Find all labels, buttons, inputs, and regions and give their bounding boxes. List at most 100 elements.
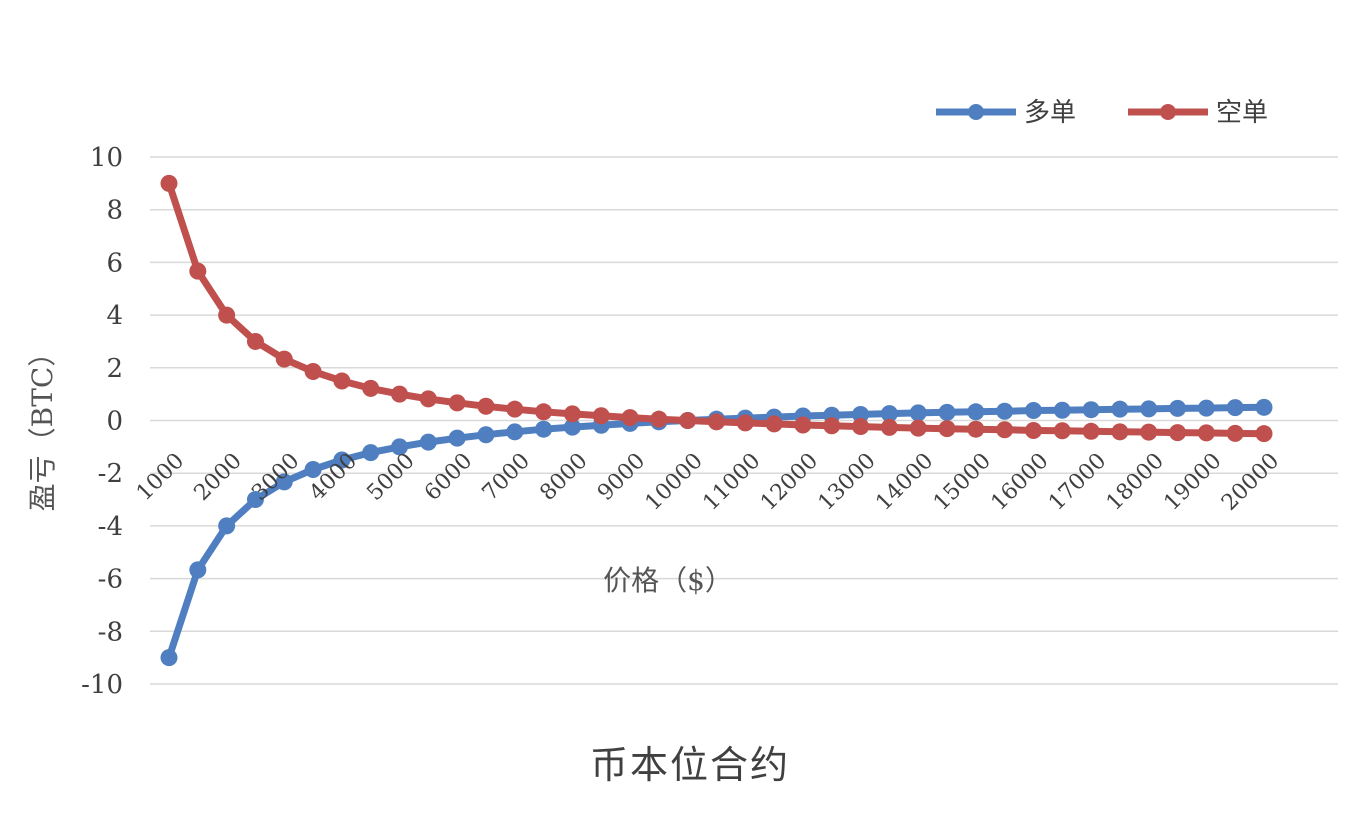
data-point bbox=[391, 438, 409, 456]
data-point bbox=[448, 429, 466, 447]
data-point bbox=[1082, 422, 1100, 440]
data-point bbox=[246, 491, 264, 509]
y-tick-label: -4 bbox=[98, 512, 123, 542]
x-tick-label: 16000 bbox=[987, 449, 1054, 516]
data-point bbox=[448, 394, 466, 412]
data-point bbox=[880, 418, 898, 436]
data-point bbox=[218, 306, 236, 324]
data-point bbox=[275, 350, 293, 368]
data-point bbox=[563, 405, 581, 423]
data-point bbox=[1255, 398, 1273, 416]
data-point bbox=[506, 400, 524, 418]
data-point bbox=[794, 416, 812, 434]
data-point bbox=[967, 420, 985, 438]
data-point bbox=[535, 403, 553, 421]
x-tick-label: 19000 bbox=[1159, 449, 1226, 516]
data-point bbox=[535, 420, 553, 438]
data-point bbox=[189, 561, 207, 579]
chart-title: 币本位合约 bbox=[590, 743, 790, 787]
x-tick-label: 8000 bbox=[535, 449, 592, 506]
y-tick-label: -6 bbox=[98, 565, 123, 595]
data-point bbox=[621, 409, 639, 427]
data-point bbox=[1082, 401, 1100, 419]
data-point bbox=[909, 419, 927, 437]
data-point bbox=[708, 413, 725, 431]
series-line bbox=[165, 403, 1268, 662]
legend-item-short: 空单 bbox=[1128, 98, 1268, 128]
data-point bbox=[967, 403, 985, 421]
data-point bbox=[1053, 422, 1071, 440]
x-tick-label: 6000 bbox=[420, 449, 477, 506]
data-point bbox=[736, 414, 754, 432]
data-point bbox=[1197, 424, 1215, 442]
data-point bbox=[362, 444, 380, 462]
data-point bbox=[246, 332, 264, 350]
y-tick-label: 0 bbox=[106, 407, 123, 437]
data-point bbox=[1140, 423, 1158, 441]
x-tick-label: 2000 bbox=[190, 449, 247, 506]
x-tick-label: 7000 bbox=[478, 449, 535, 506]
y-axis-ticks: -10 -8 -6 -4 -2 0 2 4 6 8 10 bbox=[81, 143, 123, 700]
data-point bbox=[563, 418, 581, 436]
y-tick-label: -10 bbox=[81, 670, 123, 700]
y-tick-label: 10 bbox=[90, 143, 123, 173]
x-tick-label: 11000 bbox=[698, 449, 765, 516]
data-point bbox=[189, 262, 207, 280]
data-point bbox=[1024, 422, 1042, 440]
data-point bbox=[1255, 425, 1273, 443]
y-tick-label: 4 bbox=[106, 301, 123, 331]
series-line bbox=[165, 179, 1268, 438]
data-point bbox=[592, 407, 610, 425]
data-point bbox=[218, 517, 236, 535]
x-axis-ticks: 1000 2000 3000 4000 5000 6000 7000 8000 90001000… bbox=[132, 449, 1284, 516]
legend: 多单 空单 bbox=[936, 98, 1268, 128]
data-point bbox=[1169, 399, 1187, 417]
legend-marker-long bbox=[968, 104, 984, 120]
data-point bbox=[477, 426, 495, 444]
y-tick-label: -8 bbox=[98, 617, 123, 647]
y-tick-label: 8 bbox=[106, 196, 123, 226]
data-point bbox=[419, 390, 437, 408]
data-point bbox=[1169, 424, 1187, 442]
data-point bbox=[880, 405, 898, 423]
data-point bbox=[1024, 401, 1042, 419]
data-point bbox=[852, 405, 870, 423]
data-point bbox=[506, 423, 524, 441]
data-point bbox=[275, 473, 293, 491]
data-point bbox=[304, 461, 322, 479]
x-tick-label: 1000 bbox=[132, 449, 189, 506]
data-point bbox=[909, 404, 927, 422]
x-tick-label: 15000 bbox=[929, 449, 996, 516]
data-point bbox=[1053, 401, 1071, 419]
data-point bbox=[938, 403, 956, 421]
data-point bbox=[160, 649, 178, 667]
series-lines bbox=[160, 174, 1273, 667]
data-point bbox=[1226, 424, 1244, 442]
data-point bbox=[765, 415, 783, 433]
legend-item-long: 多单 bbox=[936, 98, 1076, 128]
data-point bbox=[477, 397, 495, 415]
y-axis-title: 盈亏（BTC） bbox=[26, 339, 59, 512]
data-point bbox=[1226, 399, 1244, 417]
legend-label-long: 多单 bbox=[1024, 98, 1076, 128]
legend-marker-short bbox=[1160, 104, 1176, 120]
x-tick-label: 20000 bbox=[1217, 449, 1284, 516]
data-point bbox=[160, 174, 178, 192]
x-tick-label: 17000 bbox=[1044, 449, 1111, 516]
data-point bbox=[679, 412, 697, 429]
legend-label-short: 空单 bbox=[1216, 98, 1268, 128]
data-point bbox=[996, 421, 1014, 439]
data-point bbox=[419, 433, 437, 451]
data-point bbox=[1111, 400, 1129, 418]
data-point bbox=[333, 451, 351, 469]
y-tick-label: 6 bbox=[106, 248, 123, 278]
x-tick-label: 10000 bbox=[641, 449, 708, 516]
data-point bbox=[1197, 399, 1215, 417]
x-tick-label: 18000 bbox=[1102, 449, 1169, 516]
y-tick-label: -2 bbox=[98, 459, 123, 489]
x-tick-label: 12000 bbox=[756, 449, 823, 516]
y-tick-label: 2 bbox=[106, 354, 123, 384]
data-point bbox=[333, 372, 351, 390]
x-tick-label: 14000 bbox=[871, 449, 938, 516]
